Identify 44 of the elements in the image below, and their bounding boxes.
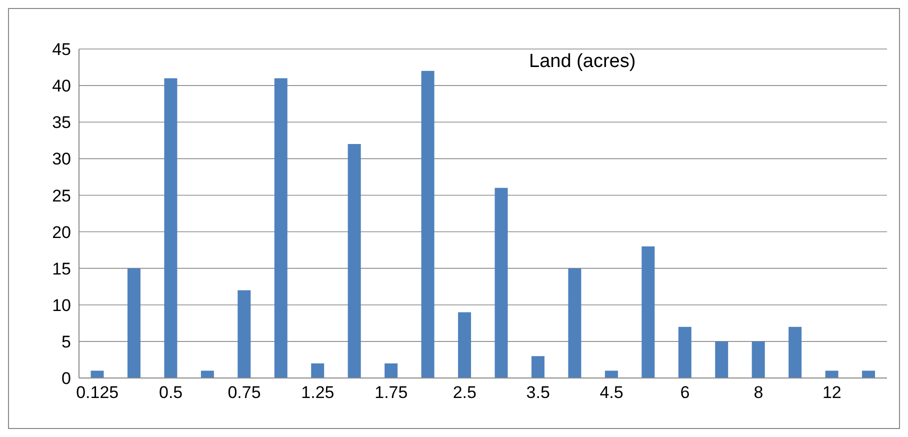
bar [752, 341, 765, 378]
y-tick-label: 35 [52, 113, 71, 132]
y-tick-label: 30 [52, 150, 71, 169]
x-tick-label: 3.5 [526, 383, 550, 402]
bar [604, 370, 618, 378]
y-tick-label: 25 [52, 186, 71, 206]
bar [384, 363, 398, 378]
x-tick-label: 8 [754, 383, 764, 402]
x-tick-label: 0.5 [159, 383, 183, 402]
bar [127, 268, 140, 378]
bar [421, 70, 434, 378]
bar [568, 268, 582, 378]
bar [90, 370, 104, 378]
y-tick-label: 0 [62, 369, 71, 388]
bar [200, 370, 214, 378]
y-tick-label: 5 [62, 332, 71, 352]
x-tick-label: 0.75 [228, 383, 261, 402]
x-tick-label: 4.5 [600, 383, 624, 402]
bar [862, 370, 876, 378]
bar [348, 144, 361, 378]
x-tick-label: 0.125 [76, 383, 119, 402]
chart-title: Land (acres) [529, 51, 636, 73]
x-tick-label: 2.5 [452, 383, 476, 402]
bar [274, 78, 288, 378]
y-tick-label: 15 [52, 259, 71, 278]
x-tick-label: 6 [680, 383, 690, 402]
y-tick-label: 40 [52, 76, 71, 96]
bar [788, 326, 802, 378]
x-tick-label: 1.75 [374, 383, 408, 402]
x-tick-label: 1.25 [301, 383, 334, 402]
y-tick-label: 45 [52, 40, 71, 60]
bar [678, 326, 692, 378]
bar [642, 246, 655, 378]
bar [715, 341, 728, 378]
x-tick-label: 12 [822, 383, 842, 402]
bar [238, 290, 251, 378]
bar [494, 188, 508, 378]
bar [825, 370, 838, 378]
y-tick-label: 20 [52, 222, 71, 242]
bar [458, 312, 472, 378]
bar [164, 78, 178, 378]
bar [531, 356, 544, 378]
y-tick-label: 10 [52, 296, 71, 315]
bar [311, 363, 324, 378]
